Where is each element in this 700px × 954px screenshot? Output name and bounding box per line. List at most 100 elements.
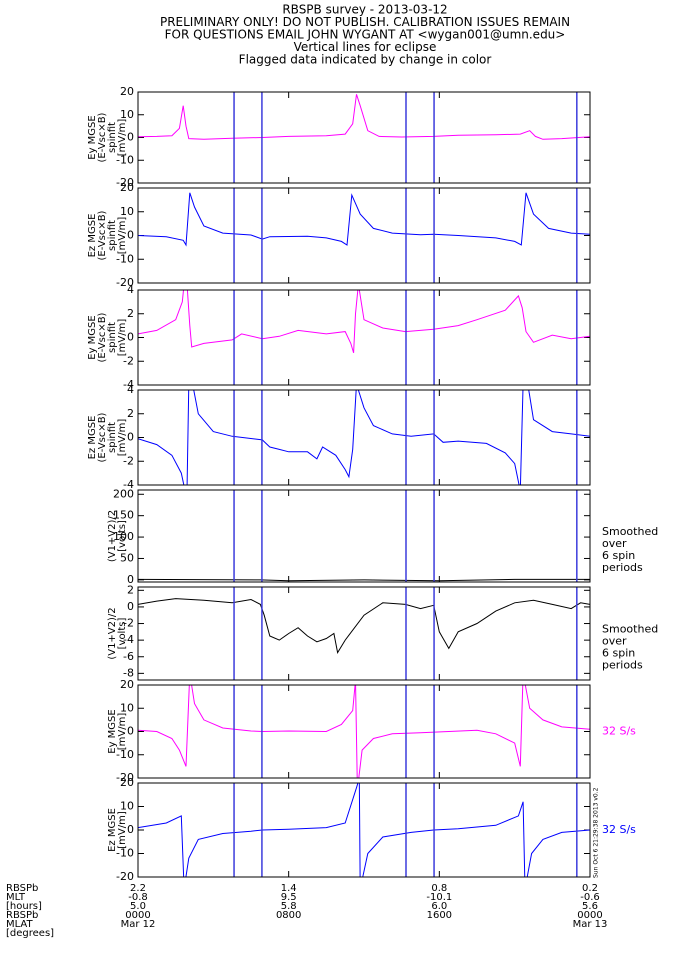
y-tick-label: -10 [116,252,134,265]
header-line: Vertical lines for eclipse [294,40,437,54]
data-line [138,290,590,354]
y-tick-label: 10 [120,205,134,218]
y-tick-label: -20 [116,870,134,883]
y-tick-label: -2 [123,617,134,630]
y-axis-label: [mV/m] [117,319,128,357]
y-axis-label: [mV/m] [117,217,128,255]
y-tick-label: 0 [127,229,134,242]
y-axis-label: (E-Vsc×B) [97,210,108,260]
y-tick-label: 0 [127,600,134,613]
y-tick-label: 10 [120,800,134,813]
y-axis-label: spinfit [107,322,118,353]
y-axis-label: [mV/m] [117,119,128,157]
footnote: Sun Oct 6 21:29:38 2013 v0.2 [593,787,600,878]
y-tick-label: -4 [123,478,134,491]
y-tick-label: 20 [120,678,134,691]
y-tick-label: -8 [123,666,134,679]
y-tick-label: 4 [127,283,134,296]
x-tick-label: 5.0 [130,901,146,912]
plot-area [138,783,590,877]
y-axis-label: (E-Vsc×B) [97,112,108,162]
y-tick-label: 2 [127,307,134,320]
panel-frame [137,489,591,583]
y-tick-label: 0 [127,331,134,344]
plot-area [138,192,590,247]
x-tick-label: 1600 [427,910,452,921]
y-axis-label: [mV/m] [117,811,128,849]
data-line [138,192,590,247]
y-axis-label: Ey MGSE [87,315,98,359]
x-tick-label: 0000 [577,910,602,921]
header-line: RBSPB survey - 2013-03-12 [282,3,447,17]
plot-area [138,290,590,354]
annotation: 32 S/s [602,725,636,738]
x-tick-label: 2.2 [130,883,146,894]
x-row-label: RBSPb [6,910,38,921]
y-tick-label: 2 [127,407,134,420]
y-tick-label: -20 [116,176,134,189]
annotation: over [602,635,627,648]
annotation: Smoothed [602,525,658,538]
plot-area [138,598,590,654]
data-line [138,578,590,582]
y-tick-label: 0 [127,573,134,586]
y-tick-label: -2 [123,454,134,467]
x-tick-label: Mar 12 [121,919,156,930]
x-tick-label: -0.8 [128,892,148,903]
annotation: Smoothed [602,623,658,636]
panel-frame [137,389,591,486]
annotation: over [602,537,627,550]
x-row-label: [degrees] [6,928,54,939]
x-tick-label: 9.5 [281,892,297,903]
y-tick-label: 0 [127,131,134,144]
panel-frame [137,289,591,386]
y-tick-label: 2 [127,583,134,596]
x-tick-label: -0.6 [580,892,600,903]
plot-area [138,578,590,582]
plot-area [138,685,590,778]
annotation: 6 spin [602,549,635,562]
header-line: PRELIMINARY ONLY! DO NOT PUBLISH. CALIBR… [160,15,570,29]
x-row-label: MLAT [6,919,33,930]
y-tick-label: 50 [120,551,134,564]
y-axis-label: spinfit [107,422,118,453]
y-tick-label: -20 [116,771,134,784]
x-tick-label: 5.6 [582,901,598,912]
annotation: periods [602,561,643,574]
y-tick-label: 20 [120,776,134,789]
y-tick-label: -4 [123,633,134,646]
data-line [138,390,590,485]
y-tick-label: 20 [120,85,134,98]
y-axis-label: [mV/m] [117,713,128,751]
x-tick-label: Mar 13 [573,919,608,930]
x-row-label: MLT [6,892,26,903]
x-tick-label: 1.4 [281,883,297,894]
y-tick-label: 200 [113,487,134,500]
panel-frame [137,187,591,284]
y-tick-label: -2 [123,354,134,367]
panel-frame [137,782,591,878]
x-tick-label: -10.1 [426,892,452,903]
y-axis-label: Ez MGSE [87,214,98,258]
y-tick-label: 0 [127,725,134,738]
y-axis-label: Ez MGSE [107,808,118,852]
x-tick-label: 0.2 [582,883,598,894]
data-line [138,598,590,654]
y-axis-label: Ez MGSE [87,416,98,460]
y-tick-label: 20 [120,181,134,194]
data-line [138,94,590,140]
y-tick-label: -10 [116,153,134,166]
y-tick-label: -10 [116,847,134,860]
x-tick-label: 5.8 [281,901,297,912]
y-axis-label: [volts] [117,520,128,552]
y-axis-label: (V1+V2)/2 [107,607,118,659]
y-tick-label: 4 [127,383,134,396]
y-tick-label: 10 [120,701,134,714]
header-line: Flagged data indicated by change in colo… [239,53,492,67]
panel-frame [137,586,591,681]
y-axis-label: (E-Vsc×B) [97,312,108,362]
y-axis-label: [mV/m] [117,419,128,457]
x-tick-label: 0800 [276,910,301,921]
data-line [138,783,590,877]
